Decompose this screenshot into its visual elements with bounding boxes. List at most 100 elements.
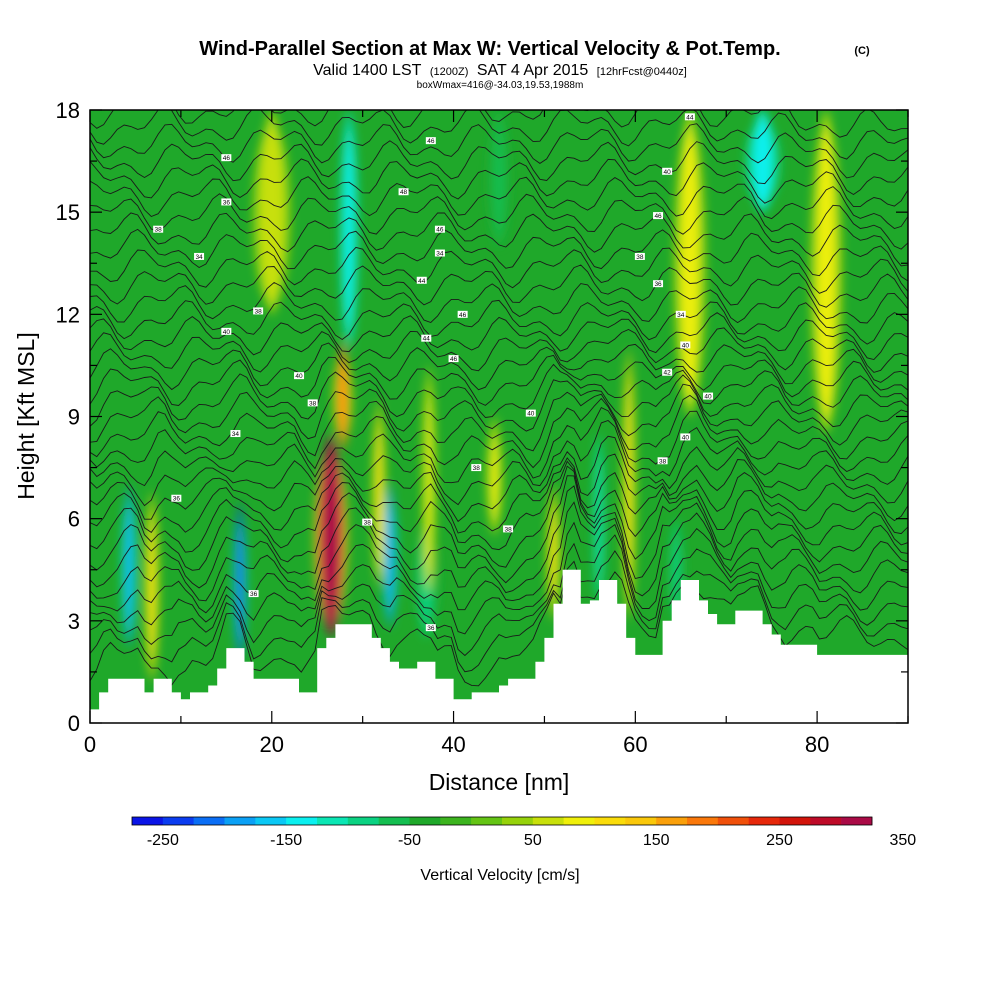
chart-title: Wind-Parallel Section at Max W: Vertical… — [199, 38, 780, 60]
theta-contour — [90, 550, 908, 673]
downdraft-cell-6 — [339, 110, 359, 349]
downdraft-band — [237, 501, 243, 662]
y-tick-label: 9 — [68, 405, 80, 430]
x-tick-label: 0 — [84, 732, 96, 757]
y-tick-label: 6 — [68, 507, 80, 532]
contour-label: 42 — [662, 368, 673, 377]
svg-text:36: 36 — [223, 199, 231, 206]
colorbar-tick-label: -250 — [147, 832, 179, 849]
contour-label: 40 — [525, 409, 536, 418]
colorbar-tick-label: -150 — [270, 832, 302, 849]
svg-text:38: 38 — [636, 254, 644, 261]
updraft-band — [323, 433, 338, 638]
updraft-cell-2 — [334, 341, 352, 451]
theta-contour — [90, 465, 908, 571]
contour-label: 40 — [680, 341, 691, 349]
theta-contour — [90, 419, 908, 507]
colorbar-title: Vertical Velocity [cm/s] — [420, 867, 579, 884]
subtitle-forecast-info: [12hrFcst@0440z] — [597, 66, 687, 78]
colorbar-swatch — [779, 817, 811, 825]
theta-contour — [90, 246, 908, 294]
downdraft-band — [125, 484, 133, 649]
svg-text:42: 42 — [664, 370, 672, 377]
theta-contour — [90, 394, 908, 470]
svg-text:40: 40 — [682, 434, 690, 441]
contour-label: 46 — [425, 137, 436, 145]
y-tick-label: 12 — [56, 302, 80, 327]
colorbar-swatch — [132, 817, 164, 825]
svg-text:46: 46 — [427, 138, 435, 145]
colorbar-swatch — [347, 817, 379, 825]
colorbar-swatch — [286, 817, 318, 825]
svg-text:46: 46 — [654, 213, 662, 220]
colorbar-swatch — [748, 817, 780, 825]
theta-contour — [90, 383, 908, 458]
theta-contour — [90, 475, 908, 589]
downdraft-band — [754, 110, 771, 213]
contour-label: 34 — [230, 430, 241, 438]
updraft-band — [491, 416, 498, 536]
plot-area: 46 36 38 34 38 40 40 38 34 36 36 38 36 46 48 46 34 44 46 44… — [89, 109, 909, 724]
theta-contour — [90, 354, 908, 406]
svg-text:36: 36 — [427, 625, 435, 632]
colorbar-swatch — [563, 817, 595, 825]
svg-text:40: 40 — [682, 342, 690, 349]
colorbar-swatch — [594, 817, 626, 825]
theta-contour — [90, 110, 908, 138]
subtitle-utc-time: (1200Z) — [430, 66, 469, 78]
colorbar-swatch — [687, 817, 719, 825]
colorbar-swatch — [717, 817, 749, 825]
svg-text:34: 34 — [436, 251, 444, 258]
svg-text:34: 34 — [232, 431, 240, 438]
colorbar-tick-labels: -250 -150 -50 50 150 250 350 — [147, 832, 916, 849]
colorbar-swatch — [810, 817, 842, 825]
updraft-band — [376, 399, 382, 587]
y-tick-label: 15 — [56, 200, 80, 225]
svg-text:44: 44 — [686, 114, 694, 121]
downdraft-band — [344, 110, 354, 349]
contour-label: 40 — [221, 327, 232, 336]
svg-text:40: 40 — [223, 329, 231, 336]
svg-text:38: 38 — [473, 465, 481, 472]
theta-contour — [90, 176, 908, 230]
contour-label: 34 — [194, 252, 205, 261]
chart-subtitle: Valid 1400 LST (1200Z) SAT 4 Apr 2015 [1… — [313, 62, 687, 79]
y-tick-label: 0 — [68, 711, 80, 736]
theta-contour — [90, 501, 908, 614]
updraft-band — [426, 365, 432, 594]
colorbar-swatch — [656, 817, 688, 825]
contour-label: 38 — [657, 457, 668, 465]
svg-text:38: 38 — [659, 458, 667, 465]
terrain — [90, 569, 908, 723]
colorbar-swatch — [224, 817, 256, 825]
y-tick-labels: 0 3 6 9 12 15 18 — [56, 98, 80, 736]
theta-contour — [90, 228, 908, 282]
subtitle-valid-time: Valid 1400 LST — [313, 62, 421, 79]
theta-contour — [90, 453, 908, 534]
y-tick-label: 3 — [68, 609, 80, 634]
updraft-cell-4 — [422, 365, 436, 594]
colorbar-swatch — [193, 817, 225, 825]
svg-text:36: 36 — [654, 281, 662, 288]
chart-note: boxWmax=416@-34.03,19.53,1988m — [417, 80, 584, 91]
colorbar-swatch — [255, 817, 287, 825]
updraft-band — [148, 491, 155, 683]
theta-contour — [90, 281, 908, 324]
theta-contour — [90, 363, 908, 427]
svg-text:46: 46 — [450, 356, 458, 363]
colorbar-swatch — [409, 817, 441, 825]
colorbar-frame — [131, 816, 873, 826]
theta-contour — [90, 327, 908, 373]
y-tick-label: 18 — [56, 98, 80, 123]
contour-label: 44 — [416, 276, 427, 285]
updraft-cell-8 — [674, 110, 706, 417]
contour-label: 48 — [398, 188, 409, 196]
contour-label: 40 — [294, 372, 305, 380]
contour-labels: 46 36 38 34 38 40 40 38 34 36 36 38 36 46 48 46 34 44 46 44… — [153, 113, 714, 632]
title-copyright-mark: (C) — [854, 45, 870, 57]
svg-text:36: 36 — [250, 591, 258, 598]
theta-contour — [90, 299, 908, 345]
svg-text:40: 40 — [295, 373, 303, 380]
svg-text:38: 38 — [255, 308, 263, 315]
theta-contour — [90, 407, 908, 487]
